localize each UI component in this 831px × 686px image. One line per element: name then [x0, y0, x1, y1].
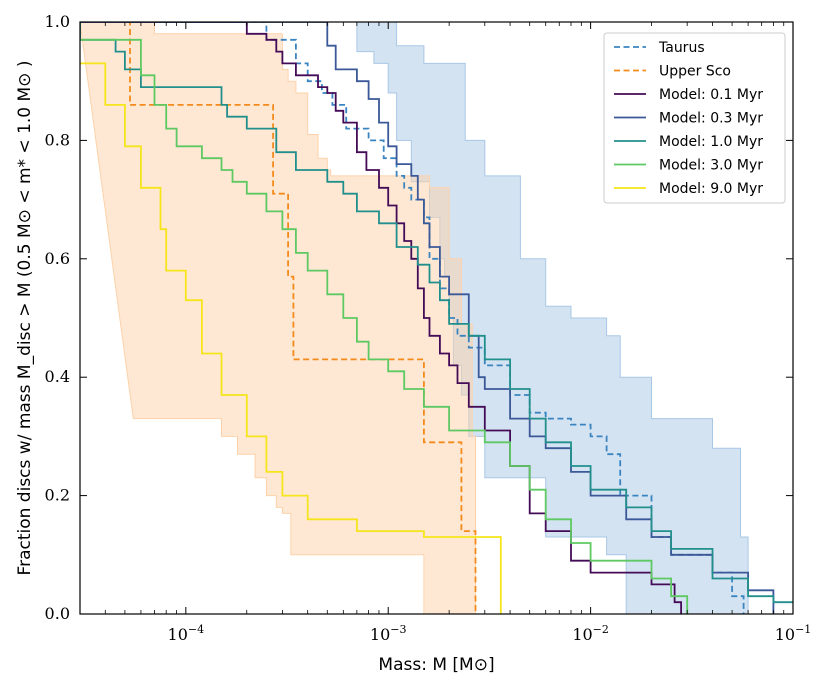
plot-frame — [79, 21, 794, 615]
legend-label-6: Model: 9.0 Myr — [659, 181, 763, 197]
series-line-6 — [80, 62, 502, 614]
x-tick-label-0: 10−4 — [168, 623, 205, 644]
legend-label-3: Model: 0.3 Myr — [659, 111, 763, 127]
series-line-4 — [80, 22, 793, 604]
legend-label-0: Taurus — [658, 40, 705, 56]
y-tick-label-5: 1.0 — [45, 12, 70, 31]
y-tick-label-3: 0.6 — [45, 249, 70, 268]
x-axis-label: Mass: M [M⊙] — [378, 655, 494, 675]
y-axis-ticks: 0.0 0.2 0.4 0.6 0.8 1.0 — [45, 12, 793, 623]
series-line-1 — [80, 22, 477, 614]
legend-label-4: Model: 1.0 Myr — [659, 134, 763, 150]
series-line-5 — [80, 38, 689, 614]
legend-label-1: Upper Sco — [659, 64, 731, 80]
x-tick-label-2: 10−2 — [572, 623, 609, 644]
x-axis-ticks: 10−4 10−3 10−2 10−1 — [79, 22, 812, 644]
y-tick-label-4: 0.8 — [45, 130, 70, 149]
legend: Taurus Upper Sco Model: 0.1 Myr Model: 0.3 … — [603, 32, 786, 204]
x-tick-label-3: 10−1 — [775, 623, 812, 644]
y-tick-label-1: 0.2 — [45, 486, 70, 505]
legend-box — [603, 32, 786, 204]
legend-label-5: Model: 3.0 Myr — [659, 158, 763, 174]
y-tick-label-2: 0.4 — [45, 367, 70, 386]
series-line-3 — [80, 22, 775, 614]
y-tick-label-0: 0.0 — [45, 604, 70, 623]
legend-label-2: Model: 0.1 Myr — [659, 87, 763, 103]
x-tick-label-1: 10−3 — [370, 623, 407, 644]
series-lines — [80, 22, 793, 614]
y-axis-label: Fraction discs w/ mass M_disc > M (0.5 M… — [15, 61, 35, 576]
